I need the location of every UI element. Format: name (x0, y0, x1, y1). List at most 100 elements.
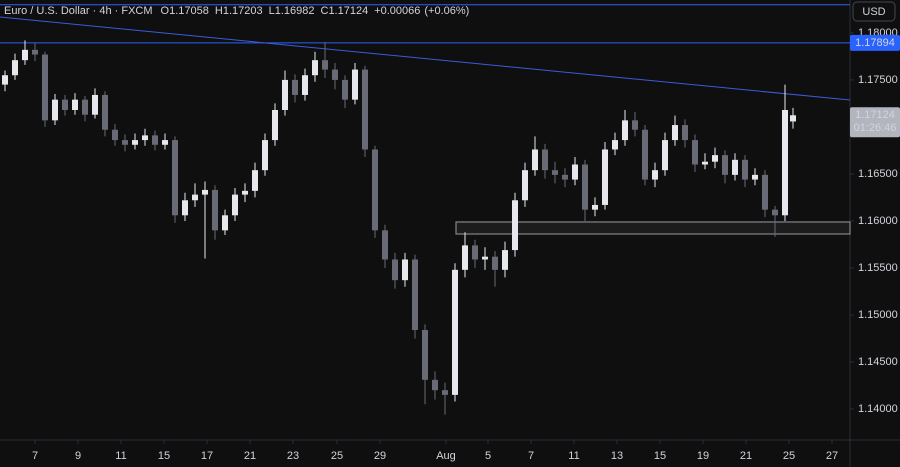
candle-body (152, 135, 158, 145)
y-tick-label: 1.14500 (858, 356, 898, 368)
candle-body (790, 115, 796, 122)
y-tick-label: 1.16500 (858, 168, 898, 180)
x-tick-label: Aug (436, 450, 456, 462)
candle-body (562, 174, 568, 180)
candle-body (572, 164, 578, 180)
candle-body (62, 99, 68, 110)
x-tick-label: 29 (374, 450, 386, 462)
candle-body (92, 94, 98, 115)
candle-body (262, 140, 268, 171)
support-zone (455, 221, 851, 235)
candle-body (2, 75, 8, 85)
candle-body (472, 245, 478, 260)
ohlc-label: L (269, 5, 275, 17)
x-tick-label: 21 (244, 450, 256, 462)
candle-body (732, 159, 738, 175)
candle-body (42, 54, 48, 121)
candle-body (682, 125, 688, 141)
candle-body (102, 94, 108, 130)
candle-body (642, 129, 648, 180)
candle-body (702, 161, 708, 165)
ohlc-label: O (161, 5, 170, 17)
x-tick-label: 13 (611, 450, 623, 462)
trend-line (0, 16, 851, 101)
candle-body (492, 256, 498, 270)
candle-body (32, 49, 38, 55)
candle-body (722, 155, 728, 175)
candle-body (782, 110, 788, 216)
ohlc-value: 1.17203 (223, 5, 263, 17)
candle-body (742, 159, 748, 180)
candle-body (692, 140, 698, 165)
x-tick-label: 15 (158, 450, 170, 462)
candle-body (212, 189, 218, 231)
candle-body (622, 120, 628, 141)
x-tick-label: 27 (826, 450, 838, 462)
price-tag (850, 34, 900, 51)
ohlc-label: C (320, 5, 328, 17)
ohlc-value: 1.17058 (169, 5, 209, 17)
ohlc-label: H (215, 5, 223, 17)
candle-body (712, 155, 718, 162)
candle-body (52, 99, 58, 121)
candle-body (132, 140, 138, 145)
x-tick-label: 19 (697, 450, 709, 462)
ohlc-value: 1.17124 (328, 5, 368, 17)
price-tag-label: 1.17894 (855, 37, 895, 49)
candle-body (112, 129, 118, 141)
candle-body (452, 269, 458, 395)
x-tick-label: 11 (568, 450, 579, 462)
candle-body (82, 99, 88, 115)
candle-body (292, 79, 298, 95)
candle-body (532, 149, 538, 171)
candle-body (462, 245, 468, 270)
candle-body (552, 170, 558, 175)
candle-body (402, 259, 408, 281)
y-tick-label: 1.15000 (858, 309, 898, 321)
candle-body (392, 259, 398, 281)
candle-body (142, 135, 148, 141)
candle-body (162, 140, 168, 145)
candle-body (222, 215, 228, 231)
symbol: Euro / U.S. Dollar · 4h · FXCM (4, 5, 153, 17)
candle-body (652, 170, 658, 180)
candle-body (252, 170, 258, 191)
x-tick-label: 15 (654, 450, 666, 462)
x-tick-label: 9 (75, 450, 81, 462)
candle-body (752, 174, 758, 180)
x-tick-label: 11 (115, 450, 126, 462)
candle-body (672, 125, 678, 141)
candle-body (12, 60, 18, 76)
candle-body (342, 79, 348, 100)
change: +0.00066 (374, 5, 420, 17)
x-tick-label: 21 (740, 450, 752, 462)
candle-body (122, 140, 128, 145)
x-tick-label: 7 (528, 450, 534, 462)
candle-body (612, 140, 618, 150)
candle-body (632, 120, 638, 130)
candle-body (372, 149, 378, 231)
x-tick-label: 5 (485, 450, 491, 462)
countdown-label: 01:26:46 (854, 122, 897, 134)
candle-body (22, 49, 28, 61)
x-tick-label: 17 (201, 450, 213, 462)
candle-body (182, 200, 188, 216)
candle-body (522, 170, 528, 201)
candle-body (272, 110, 278, 141)
candle-body (282, 79, 288, 110)
candle-body (502, 250, 508, 270)
candle-body (662, 140, 668, 171)
candle-body (302, 75, 308, 95)
currency-box[interactable] (852, 1, 896, 22)
candle-body (242, 190, 248, 195)
overlay: Euro / U.S. Dollar · 4h · FXCM O1.17058 H1… (4, 1, 900, 138)
candle-body (542, 149, 548, 171)
last-price-label: 1.17124 (855, 109, 895, 121)
candle-body (202, 189, 208, 195)
candle-body (322, 60, 328, 70)
candle-body (382, 230, 388, 260)
candle-body (442, 390, 448, 395)
currency-label[interactable]: USD (862, 6, 885, 18)
